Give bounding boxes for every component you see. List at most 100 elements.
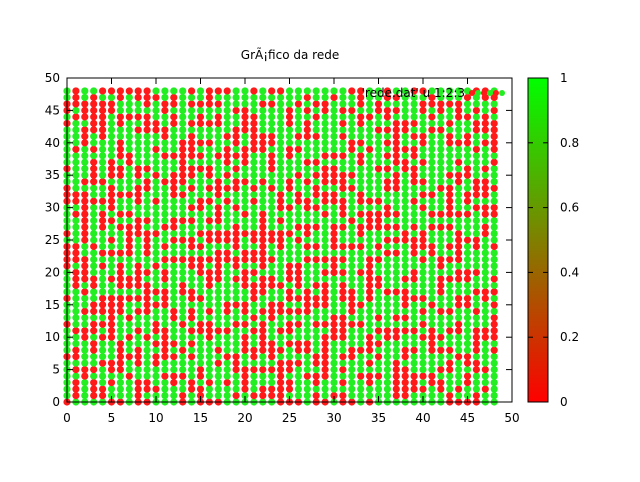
data-point — [419, 340, 427, 348]
data-point — [419, 216, 427, 225]
data-point — [348, 275, 356, 283]
data-point — [481, 145, 489, 153]
data-point — [410, 378, 418, 387]
data-point — [410, 391, 418, 400]
data-point — [428, 171, 436, 179]
legend-marker — [487, 90, 493, 96]
data-point — [250, 346, 258, 354]
data-point — [446, 385, 454, 393]
data-point — [161, 314, 169, 322]
data-point — [374, 301, 383, 309]
data-point — [401, 87, 409, 95]
data-point — [428, 359, 436, 367]
data-point — [161, 262, 169, 270]
data-point — [446, 327, 454, 335]
data-point — [259, 152, 267, 160]
data-point — [392, 294, 400, 302]
data-point — [481, 281, 489, 289]
data-point — [223, 366, 231, 374]
data-point — [428, 249, 436, 257]
data-point — [481, 275, 489, 283]
data-point — [330, 158, 338, 166]
data-point — [392, 210, 400, 218]
data-point — [481, 106, 489, 114]
data-point — [232, 249, 240, 257]
data-point — [188, 236, 196, 244]
data-point — [232, 268, 240, 276]
data-point — [312, 359, 320, 367]
data-point — [481, 158, 489, 166]
data-point — [472, 178, 480, 186]
data-point — [99, 87, 107, 95]
data-point — [259, 100, 267, 108]
data-point — [392, 301, 400, 309]
data-point — [374, 372, 383, 380]
colorbar: 00.20.40.60.81 — [527, 71, 579, 409]
data-point — [116, 191, 124, 199]
data-point — [72, 223, 80, 231]
data-point — [90, 353, 98, 361]
data-point — [303, 223, 311, 231]
data-point — [490, 340, 498, 348]
data-point — [428, 229, 436, 238]
data-point — [419, 346, 427, 354]
data-point — [321, 275, 329, 283]
data-point — [446, 242, 454, 251]
data-point — [143, 391, 151, 400]
data-point — [214, 320, 222, 328]
data-point — [116, 340, 124, 348]
data-point — [90, 333, 98, 341]
data-point — [437, 288, 445, 296]
data-point — [366, 372, 374, 380]
data-point — [294, 359, 302, 367]
data-point — [81, 391, 89, 400]
data-point — [81, 106, 89, 114]
data-point — [250, 359, 258, 367]
data-point — [161, 113, 169, 121]
data-point — [321, 385, 329, 393]
data-point — [428, 197, 436, 205]
data-point — [259, 132, 267, 140]
data-point — [241, 333, 249, 341]
data-point — [366, 113, 374, 121]
data-point — [490, 242, 498, 251]
data-point — [481, 113, 489, 121]
data-point — [196, 229, 205, 238]
data-point — [152, 229, 160, 238]
data-point — [419, 378, 427, 387]
data-point — [179, 327, 187, 335]
data-point — [455, 366, 463, 374]
data-point — [481, 359, 489, 367]
data-point — [348, 340, 356, 348]
data-point — [437, 139, 445, 147]
data-point — [446, 139, 454, 147]
data-point — [428, 210, 436, 218]
data-point — [455, 100, 463, 108]
data-point — [196, 171, 205, 179]
data-point — [428, 216, 436, 225]
data-point — [419, 255, 427, 264]
data-point — [179, 93, 187, 102]
data-point — [294, 132, 302, 140]
data-point — [303, 333, 311, 341]
data-point — [250, 210, 258, 218]
data-point — [446, 275, 454, 283]
data-point — [401, 184, 409, 192]
data-point — [107, 100, 116, 108]
data-point — [196, 100, 205, 108]
data-point — [330, 275, 338, 283]
data-point — [259, 197, 267, 205]
data-point — [419, 132, 427, 140]
data-point — [205, 391, 213, 400]
data-point — [401, 249, 409, 257]
data-point — [268, 346, 276, 354]
data-point — [312, 327, 320, 335]
data-point — [241, 210, 249, 218]
data-point — [392, 100, 400, 108]
data-point — [366, 139, 374, 147]
data-point — [463, 184, 472, 192]
data-point — [134, 281, 142, 289]
data-point — [285, 178, 294, 186]
data-point — [170, 385, 178, 393]
data-point — [179, 139, 187, 147]
